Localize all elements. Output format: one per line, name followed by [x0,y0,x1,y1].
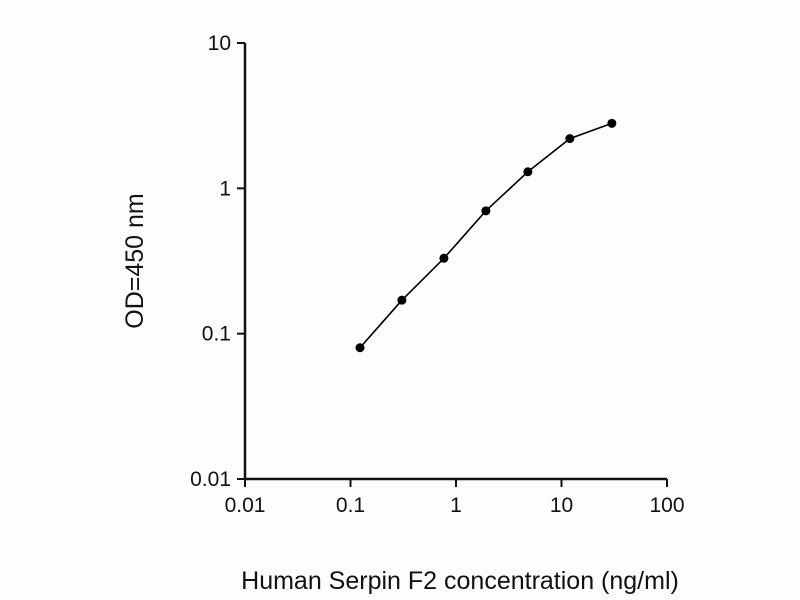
data-point-marker [523,167,533,177]
y-tick-label: 0.1 [202,323,231,346]
data-point-marker [565,134,575,144]
data-point-marker [607,118,617,128]
data-point-marker [355,343,365,353]
x-tick-label: 10 [550,494,573,517]
x-tick-label: 100 [649,494,684,517]
x-axis-title: Human Serpin F2 concentration (ng/ml) [241,567,679,595]
y-tick-label: 10 [208,32,231,55]
y-axis-title: OD=450 nm [121,193,149,329]
data-series [355,118,617,353]
y-tick-label: 0.01 [190,468,231,491]
data-point-marker [397,295,407,305]
y-tick-label: 1 [219,177,231,200]
y-axis-ticks: 0.01 0.1 1 10 [190,32,245,491]
data-point-marker [439,253,449,263]
x-axis-ticks: 0.01 0.1 1 10 100 [225,479,685,517]
data-point-marker [481,206,491,216]
elisa-standard-curve-chart: 0.01 0.1 1 10 100 0.01 0.1 1 10 OD=450 nm Human… [40,16,760,595]
x-tick-label: 1 [450,494,462,517]
series-line [359,122,613,349]
x-tick-label: 0.1 [336,494,365,517]
chart-canvas: 0.01 0.1 1 10 100 0.01 0.1 1 10 OD=450 nm Human… [121,32,685,595]
x-tick-label: 0.01 [225,494,266,517]
